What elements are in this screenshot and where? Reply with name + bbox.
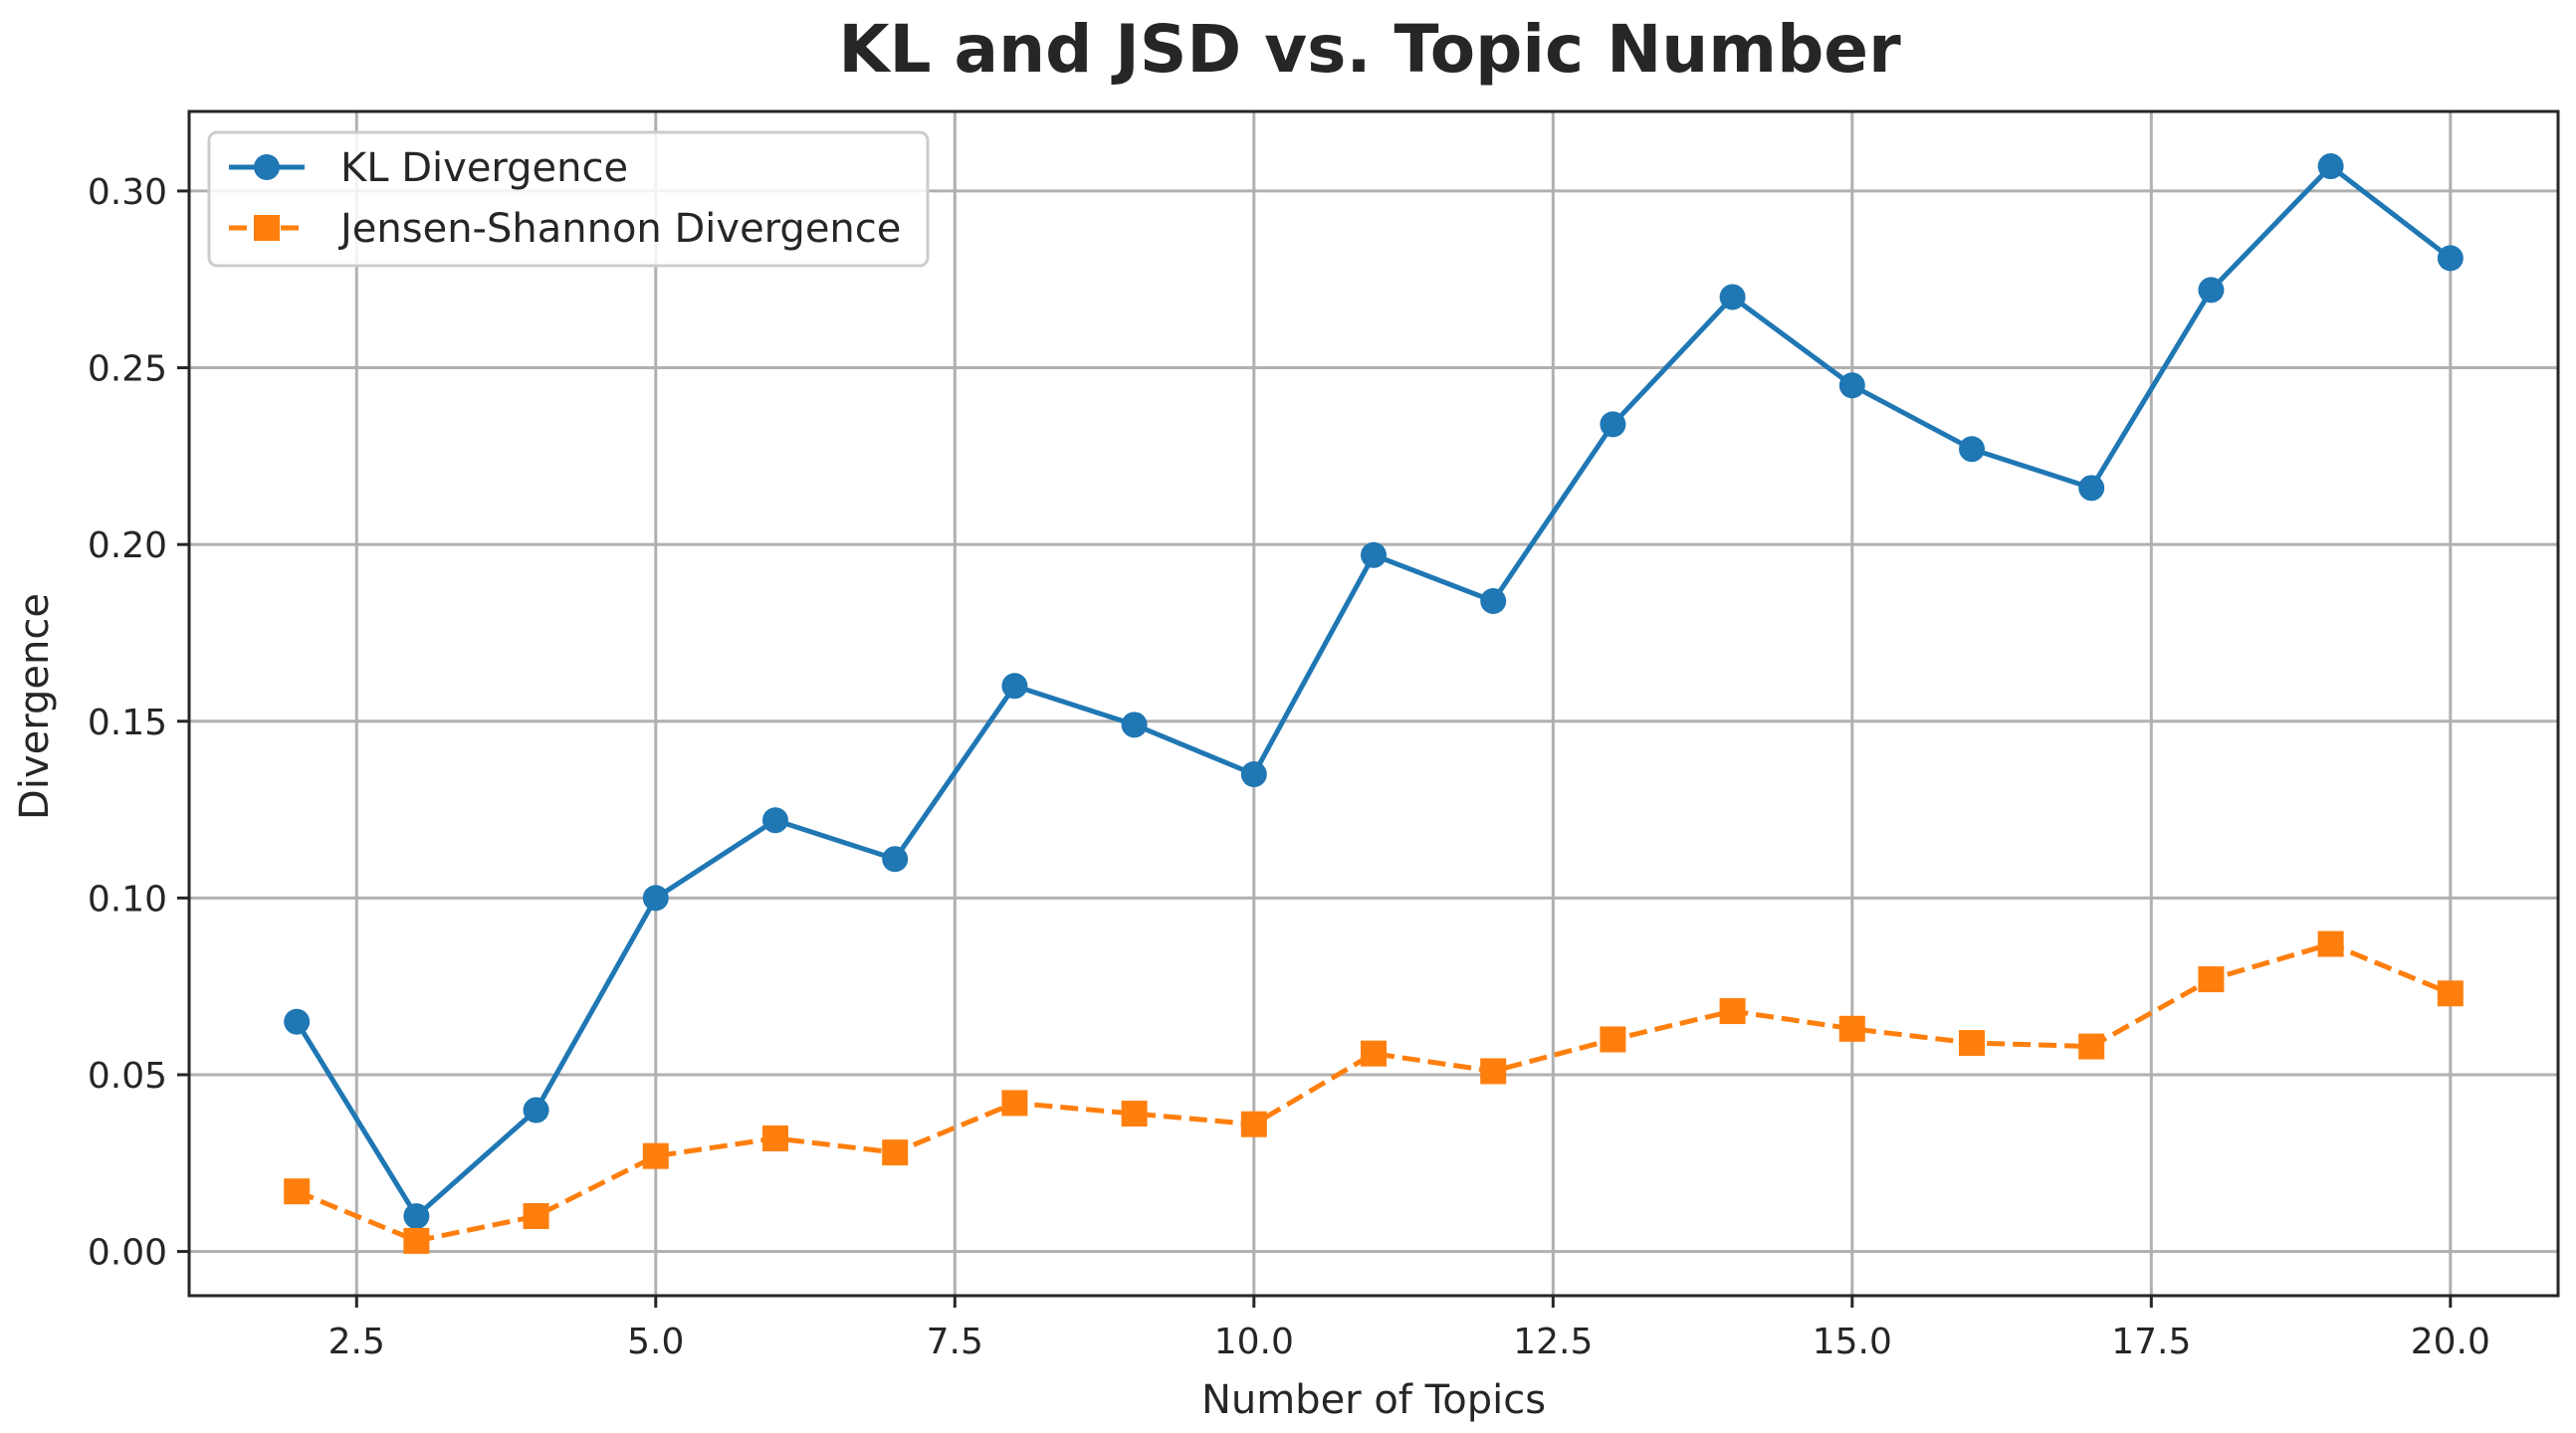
data-point [284,1178,311,1205]
data-point [1959,1030,1986,1057]
legend-jsd-label: Jensen-Shannon Divergence [337,206,901,252]
data-point [2078,475,2105,502]
legend-kl-marker [254,154,280,180]
data-point [403,1203,430,1230]
plot-frame [187,109,2560,1298]
legend-box [207,130,930,268]
x-axis: 2.5 5.0 7.5 10.0 12.5 15.0 17.5 20.0 [328,1296,2490,1362]
data-point [2078,1033,2105,1060]
data-point [642,885,669,912]
data-point [1121,712,1148,738]
series-kl-divergence [284,153,2464,1230]
y-tick-label: 0.30 [88,172,167,213]
data-point [1001,1090,1028,1117]
data-point [642,1142,669,1169]
data-point [882,846,909,873]
data-point [1361,541,1387,568]
legend-kl-label: KL Divergence [340,145,628,191]
data-point [2317,153,2344,180]
x-tick-label: 5.0 [627,1322,684,1362]
series-jensen-shannon-divergence [284,930,2464,1254]
data-point [1240,761,1267,788]
data-point [523,1097,549,1124]
data-point [1600,411,1626,438]
y-tick-label: 0.15 [88,703,167,743]
y-tick-label: 0.05 [88,1056,167,1097]
legend-jsd-marker [254,215,280,241]
data-point [2198,277,2225,304]
data-point [523,1203,549,1230]
x-tick-label: 20.0 [2411,1322,2490,1362]
data-point [761,1125,788,1151]
data-point [1240,1111,1267,1137]
legend: KL Divergence Jensen-Shannon Divergence [207,130,930,268]
data-point [1361,1040,1387,1067]
x-tick-label: 7.5 [927,1322,983,1362]
y-tick-label: 0.10 [88,879,167,920]
x-tick-label: 17.5 [2111,1322,2191,1362]
data-point [2437,980,2464,1007]
x-axis-label: Number of Topics [1201,1377,1546,1423]
y-tick-label: 0.00 [88,1233,167,1274]
data-point [1838,372,1865,399]
x-tick-label: 10.0 [1214,1322,1294,1362]
data-point [403,1227,430,1254]
data-point [882,1139,909,1166]
data-point [1719,998,1746,1025]
data-point [1959,436,1986,463]
chart-title: KL and JSD vs. Topic Number [838,11,1901,88]
data-point [761,807,788,834]
data-point [2198,966,2225,993]
series-layer [284,153,2464,1254]
data-point [1600,1026,1626,1053]
data-point [1121,1101,1148,1127]
data-point [284,1008,311,1035]
data-point [1480,1058,1507,1085]
y-axis-label: Divergence [12,593,58,820]
x-tick-label: 15.0 [1813,1322,1892,1362]
data-point [1719,284,1746,310]
data-point [1480,587,1507,614]
x-tick-label: 2.5 [328,1322,385,1362]
x-tick-label: 12.5 [1513,1322,1593,1362]
y-tick-label: 0.20 [88,525,167,566]
y-tick-label: 0.25 [88,349,167,390]
data-point [1001,673,1028,700]
data-point [2437,245,2464,272]
data-point [2317,930,2344,957]
data-point [1838,1015,1865,1042]
series-line [296,941,2452,1244]
y-axis: 0.00 0.05 0.10 0.15 0.20 0.25 0.30 [88,172,189,1274]
